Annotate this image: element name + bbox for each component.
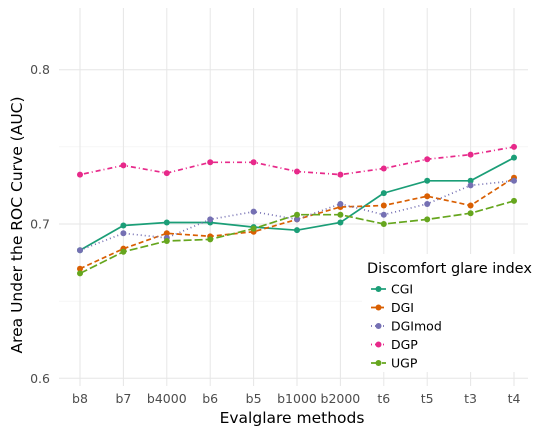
x-tick-label: b1000 — [277, 391, 317, 406]
data-point-dgimod — [380, 211, 387, 218]
data-point-ugp — [337, 211, 344, 218]
data-point-ugp — [120, 248, 127, 255]
y-tick-label: 0.8 — [30, 62, 50, 77]
data-point-dgimod — [294, 216, 300, 223]
data-point-dgp — [207, 159, 214, 166]
x-tick-label: b6 — [202, 391, 218, 406]
legend-key-point — [375, 341, 382, 348]
data-point-cgi — [424, 177, 431, 184]
y-axis-title: Area Under the ROC Curve (AUC) — [8, 96, 26, 353]
data-point-dgimod — [77, 247, 83, 254]
x-tick-label: b4000 — [147, 391, 187, 406]
x-tick-label: t5 — [421, 391, 434, 406]
x-axis-title: Evalglare methods — [220, 409, 365, 427]
data-point-dgp — [77, 171, 83, 178]
axis-tick-labels: 0.6 0.7 0.8 b8 b7 b4000 b6 b5 b1000 b2000 t6 t5 t3 t4 — [30, 62, 520, 406]
data-point-cgi — [163, 219, 170, 226]
legend-item-ugp: UGP — [371, 356, 418, 371]
data-point-cgi — [467, 177, 474, 184]
legend-label: UGP — [391, 356, 418, 371]
data-point-ugp — [250, 225, 257, 232]
series-dgp — [77, 143, 517, 178]
legend: Discomfort glare index CGI DGI DGImod DGP UG… — [362, 254, 534, 372]
data-point-dgp — [380, 165, 387, 172]
data-point-dgimod — [511, 177, 517, 184]
legend-key-point — [375, 286, 382, 292]
legend-label: CGI — [391, 282, 413, 297]
data-point-cgi — [511, 154, 517, 161]
legend-item-dgp: DGP — [371, 337, 418, 352]
data-point-dgi — [77, 265, 83, 272]
series-layer — [77, 143, 517, 277]
data-point-ugp — [467, 210, 474, 217]
data-point-dgp — [337, 171, 344, 178]
x-tick-label: b8 — [72, 391, 88, 406]
series-dgimod — [77, 177, 517, 254]
x-tick-label: b2000 — [321, 391, 361, 406]
data-point-dgimod — [207, 216, 214, 223]
legend-item-dgi: DGI — [371, 300, 414, 315]
x-tick-label: b7 — [115, 391, 131, 406]
data-point-dgp — [511, 143, 517, 150]
legend-label: DGImod — [391, 319, 442, 334]
series-line-dgimod — [79, 179, 515, 251]
data-point-ugp — [424, 216, 431, 223]
legend-key-point — [375, 323, 382, 329]
x-tick-label: t6 — [377, 391, 390, 406]
data-point-dgimod — [424, 200, 431, 207]
series-ugp — [77, 197, 517, 277]
legend-background — [362, 254, 534, 372]
legend-key-point — [375, 304, 382, 311]
y-tick-label: 0.6 — [30, 371, 50, 386]
data-point-dgimod — [467, 182, 474, 189]
x-tick-label: t3 — [464, 391, 477, 406]
data-point-dgp — [294, 168, 300, 175]
data-point-dgimod — [337, 200, 344, 207]
data-point-dgp — [120, 162, 127, 169]
data-point-dgi — [163, 230, 170, 237]
x-tick-label: t4 — [508, 391, 521, 406]
data-point-ugp — [294, 211, 300, 218]
data-point-dgp — [250, 159, 257, 166]
data-point-ugp — [380, 221, 387, 227]
legend-key-point — [375, 360, 382, 366]
data-point-ugp — [511, 197, 517, 204]
data-point-cgi — [337, 219, 344, 226]
x-tick-label: b5 — [246, 391, 262, 406]
data-point-dgp — [163, 170, 170, 177]
data-point-cgi — [380, 190, 387, 197]
data-point-dgp — [424, 156, 431, 163]
y-tick-label: 0.7 — [30, 217, 50, 232]
legend-title: Discomfort glare index — [367, 261, 532, 277]
legend-item-dgimod: DGImod — [371, 319, 442, 334]
data-point-cgi — [120, 222, 127, 229]
data-point-dgp — [467, 151, 474, 158]
legend-item-cgi: CGI — [371, 282, 413, 297]
legend-label: DGI — [391, 300, 414, 315]
data-point-ugp — [207, 236, 214, 243]
data-point-cgi — [294, 227, 300, 234]
data-point-ugp — [163, 237, 170, 244]
legend-label: DGP — [391, 337, 418, 352]
data-point-dgi — [424, 193, 431, 200]
legend-items: CGI DGI DGImod DGP UGP — [371, 282, 442, 371]
data-point-dgimod — [120, 230, 127, 237]
data-point-dgi — [380, 202, 387, 209]
data-point-dgi — [467, 202, 474, 209]
data-point-dgimod — [250, 208, 257, 215]
data-point-ugp — [77, 270, 83, 277]
